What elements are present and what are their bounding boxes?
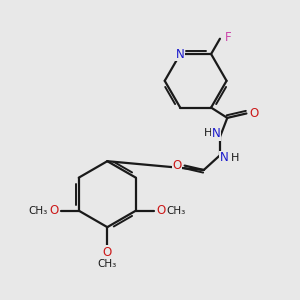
- Text: CH₃: CH₃: [98, 259, 117, 269]
- Text: CH₃: CH₃: [28, 206, 48, 216]
- Text: O: O: [172, 159, 182, 172]
- Text: H: H: [230, 153, 239, 163]
- Text: H: H: [203, 128, 212, 139]
- Text: O: O: [156, 204, 166, 217]
- Text: F: F: [225, 31, 232, 44]
- Text: O: O: [49, 204, 58, 217]
- Text: O: O: [103, 246, 112, 259]
- Text: CH₃: CH₃: [167, 206, 186, 216]
- Text: O: O: [249, 107, 258, 120]
- Text: N: N: [220, 151, 229, 164]
- Text: N: N: [212, 127, 221, 140]
- Text: N: N: [176, 47, 184, 61]
